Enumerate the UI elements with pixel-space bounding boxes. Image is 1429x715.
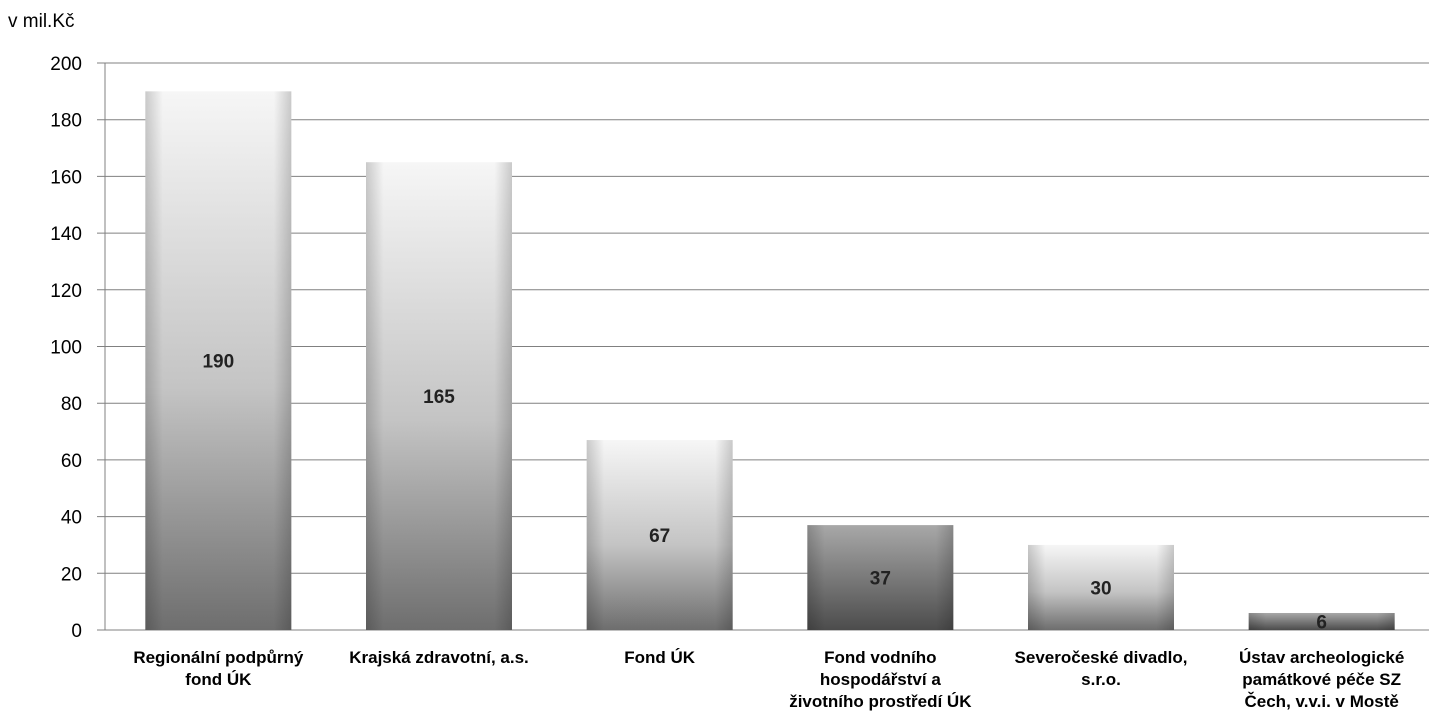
y-tick-label: 40 [61, 508, 82, 529]
x-tick-label: Fond ÚK [624, 648, 696, 667]
data-label: 37 [870, 569, 891, 590]
y-tick-label: 180 [50, 111, 82, 132]
x-tick-label: Regionální podpůrný fond ÚK [133, 648, 304, 689]
y-tick-label: 160 [50, 167, 82, 188]
y-tick-label: 20 [61, 564, 82, 585]
y-tick-label: 100 [50, 338, 82, 359]
bar-shading [807, 525, 954, 630]
x-tick-label: Severočeské divadlo, s.r.o. [1014, 648, 1188, 689]
bars [145, 91, 1395, 631]
data-label: 30 [1090, 578, 1111, 599]
y-tick-label: 120 [50, 281, 82, 302]
data-labels: 190 165 67 37 30 6 [202, 352, 1326, 634]
bar-shading [366, 162, 512, 630]
x-tick-label: Krajská zdravotní, a.s. [349, 648, 529, 667]
y-tick-label: 80 [61, 394, 82, 415]
data-label: 6 [1316, 612, 1327, 633]
gridlines [97, 62, 1429, 631]
data-label: 67 [649, 526, 670, 547]
bar-shading [586, 440, 733, 630]
bar-shading [1028, 544, 1174, 630]
y-tick-label: 200 [50, 54, 82, 75]
x-tick-label: Ústav archeologické památkové péče SZ Če… [1238, 648, 1405, 711]
data-label: 165 [423, 387, 455, 408]
y-axis-unit-label: v mil.Kč [8, 11, 75, 32]
y-tick-label: 0 [71, 621, 82, 642]
y-axis-ticks: 0 20 40 60 80 100 120 140 160 180 200 [50, 54, 82, 642]
data-label: 190 [202, 352, 234, 373]
y-tick-label: 60 [61, 451, 82, 472]
y-tick-label: 140 [50, 224, 82, 245]
bar-shading [145, 91, 292, 631]
x-tick-label: Fond vodního hospodářství a životního pr… [789, 648, 972, 711]
bar-shading [1248, 612, 1395, 630]
